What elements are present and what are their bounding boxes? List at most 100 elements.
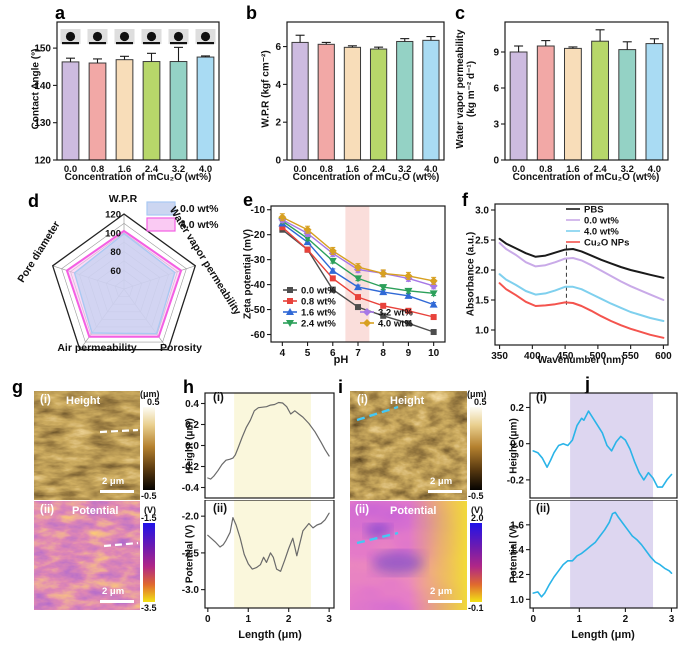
svg-text:3.0: 3.0 (475, 206, 489, 217)
afm-image-i-potential (350, 501, 467, 610)
afm-image-i-height (350, 391, 467, 500)
svg-text:80: 80 (110, 247, 121, 258)
scale-bar-label-g-height: 2 μm (102, 476, 125, 487)
svg-text:1.5: 1.5 (475, 296, 489, 307)
svg-text:3: 3 (493, 120, 499, 131)
svg-text:8: 8 (380, 348, 386, 359)
section-line-g-height (99, 428, 139, 434)
svg-text:0: 0 (493, 156, 499, 167)
section-line-i-height (356, 405, 399, 422)
axis-label-j-length: Length (μm) (571, 629, 635, 641)
colorbar-max-i-potential: 2.0 (471, 513, 484, 523)
axis-label-j-height: Height (μm) (508, 418, 520, 474)
colorbar-max-g-height: 0.5 (147, 397, 160, 407)
axis-label-zeta: Zeta potential (mV) (242, 228, 254, 320)
axis-label-wvp-line2: (kg m⁻² d⁻¹) (466, 60, 477, 118)
afm-title-g-potential: Potential (72, 505, 119, 517)
svg-text:3.2: 3.2 (398, 164, 411, 175)
svg-text:PBS: PBS (584, 205, 604, 216)
axis-label-h-potential: Potential (V) (184, 524, 196, 584)
svg-text:500: 500 (590, 351, 607, 362)
colorbar-min-g-height: -0.5 (141, 491, 157, 501)
svg-text:0.0 wt%: 0.0 wt% (584, 216, 619, 227)
colorbar-min-i-potential: -0.1 (468, 603, 484, 613)
section-line-g-potential (103, 541, 139, 548)
svg-text:0.0: 0.0 (510, 439, 524, 450)
section-line-i-potential (356, 531, 399, 545)
svg-text:0.4: 0.4 (185, 399, 199, 410)
axis-label-h-length: Length (μm) (238, 629, 302, 641)
colorbar-i-potential (470, 523, 482, 602)
svg-text:120: 120 (34, 156, 51, 167)
svg-text:0.0: 0.0 (293, 164, 306, 175)
svg-text:0: 0 (275, 156, 281, 167)
svg-text:-2.5: -2.5 (182, 548, 200, 559)
svg-text:1: 1 (245, 614, 251, 625)
scale-bar-label-i-height: 2 μm (430, 476, 453, 487)
panel-label-a: a (55, 3, 66, 23)
scale-bar-i-potential (428, 600, 462, 603)
svg-text:2.4: 2.4 (593, 164, 607, 175)
colorbar-unit-i-potential: (V) (471, 505, 483, 515)
subplot-tag-j-i: (i) (536, 392, 547, 404)
svg-text:-3.0: -3.0 (182, 585, 200, 596)
svg-text:140: 140 (34, 81, 51, 92)
svg-text:7: 7 (355, 348, 361, 359)
svg-text:350: 350 (491, 351, 508, 362)
afm-image-g-potential (34, 501, 140, 610)
svg-text:0.8 wt%: 0.8 wt% (301, 297, 336, 308)
wvp-bar-chart: 0.0 0.8 1.6 2.4 3.2 4.0 0 3 6 9 (493, 21, 669, 175)
subplot-tag-i-ii: (ii) (355, 504, 370, 516)
axis-label-concentration-a: Concentration of mCu₂O (wt%) (64, 172, 212, 183)
svg-text:-2.0: -2.0 (182, 512, 200, 523)
svg-text:4: 4 (280, 348, 286, 359)
svg-text:4.0: 4.0 (648, 164, 661, 175)
svg-text:1: 1 (577, 614, 583, 625)
svg-text:1.6: 1.6 (346, 164, 359, 175)
svg-text:1.6: 1.6 (566, 164, 579, 175)
svg-text:4: 4 (275, 80, 281, 91)
afm-image-g-height (34, 391, 140, 500)
svg-text:400: 400 (524, 351, 541, 362)
absorbance-chart: 1.0 1.5 2.0 2.5 3.0 350 400 450 500 550 600 PBS0.0 … (475, 203, 672, 362)
svg-text:6: 6 (275, 42, 281, 53)
axis-label-wavenumber: Wavenumber (nm) (537, 355, 625, 366)
svg-text:100: 100 (105, 228, 121, 239)
colorbar-max-g-potential: -1.5 (141, 513, 157, 523)
svg-text:0.0: 0.0 (185, 441, 199, 452)
svg-text:0.0: 0.0 (64, 164, 77, 175)
axis-label-contact-angle: Contact Angle (°) (30, 48, 42, 130)
svg-text:1.6: 1.6 (510, 520, 524, 531)
svg-text:-60: -60 (251, 330, 266, 341)
panel-label-e: e (243, 190, 254, 210)
svg-text:2.4 wt%: 2.4 wt% (301, 319, 336, 330)
svg-text:-10: -10 (251, 205, 266, 216)
svg-text:1.6 wt%: 1.6 wt% (301, 308, 336, 319)
svg-text:0.0 wt%: 0.0 wt% (301, 286, 336, 297)
subplot-tag-h-ii: (ii) (213, 503, 228, 515)
scale-bar-label-g-potential: 2 μm (102, 586, 125, 597)
svg-text:60: 60 (110, 266, 121, 277)
axis-label-h-height: Height (μm) (184, 418, 196, 474)
panel-label-j: j (585, 374, 591, 394)
svg-text:10: 10 (428, 348, 440, 359)
svg-text:2: 2 (286, 614, 292, 625)
svg-text:2.0: 2.0 (475, 266, 489, 277)
panel-label-c: c (455, 3, 466, 23)
svg-text:2.4: 2.4 (145, 164, 159, 175)
svg-text:1.4: 1.4 (510, 545, 524, 556)
svg-text:0.2: 0.2 (510, 403, 524, 414)
svg-text:2: 2 (275, 118, 281, 129)
svg-text:0.8: 0.8 (539, 164, 552, 175)
axis-label-concentration-b: Concentration of mCu₂O (wt%) (292, 172, 440, 183)
scale-bar-label-i-potential: 2 μm (430, 586, 453, 597)
afm-title-i-potential: Potential (390, 505, 437, 517)
svg-text:600: 600 (655, 351, 672, 362)
svg-text:6: 6 (330, 348, 336, 359)
subplot-tag-j-ii: (ii) (536, 503, 551, 515)
panel-label-b: b (246, 3, 257, 23)
radar-axis-wpr: W.P.R (108, 193, 138, 205)
subplot-tag-i-i: (i) (357, 394, 368, 406)
svg-text:1.2: 1.2 (510, 570, 524, 581)
